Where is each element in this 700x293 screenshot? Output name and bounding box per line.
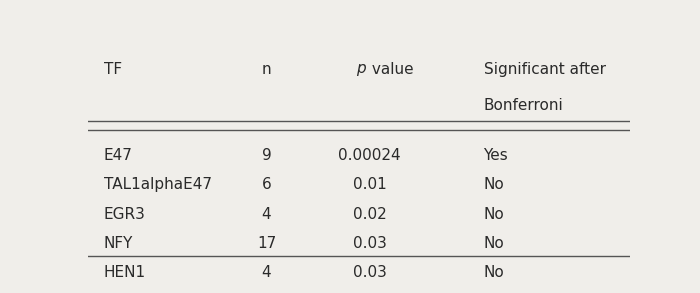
Text: 4: 4 bbox=[262, 207, 272, 222]
Text: No: No bbox=[484, 177, 504, 192]
Text: E47: E47 bbox=[104, 148, 133, 163]
Text: EGR3: EGR3 bbox=[104, 207, 146, 222]
Text: 4: 4 bbox=[262, 265, 272, 280]
Text: 17: 17 bbox=[257, 236, 276, 251]
Text: TAL1alphaE47: TAL1alphaE47 bbox=[104, 177, 212, 192]
Text: 6: 6 bbox=[262, 177, 272, 192]
Text: 0.00024: 0.00024 bbox=[338, 148, 401, 163]
Text: Yes: Yes bbox=[484, 148, 508, 163]
Text: n: n bbox=[262, 62, 272, 77]
Text: TF: TF bbox=[104, 62, 122, 77]
Text: 0.03: 0.03 bbox=[353, 265, 386, 280]
Text: 0.02: 0.02 bbox=[353, 207, 386, 222]
Text: NFY: NFY bbox=[104, 236, 133, 251]
Text: 0.03: 0.03 bbox=[353, 236, 386, 251]
Text: No: No bbox=[484, 207, 504, 222]
Text: value: value bbox=[367, 62, 414, 77]
Text: Bonferroni: Bonferroni bbox=[484, 98, 564, 113]
Text: $p$: $p$ bbox=[356, 62, 367, 78]
Text: No: No bbox=[484, 236, 504, 251]
Text: No: No bbox=[484, 265, 504, 280]
Text: 9: 9 bbox=[262, 148, 272, 163]
Text: HEN1: HEN1 bbox=[104, 265, 146, 280]
Text: Significant after: Significant after bbox=[484, 62, 606, 77]
Text: 0.01: 0.01 bbox=[353, 177, 386, 192]
